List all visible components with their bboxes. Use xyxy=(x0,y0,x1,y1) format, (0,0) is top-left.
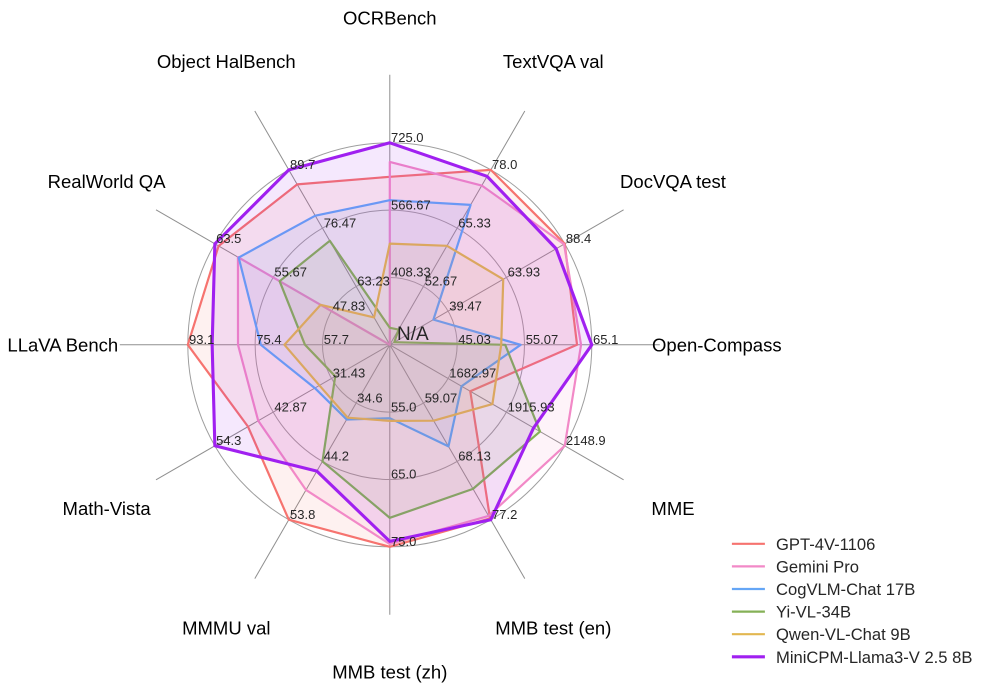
svg-text:42.87: 42.87 xyxy=(274,399,307,414)
svg-text:LLaVA Bench: LLaVA Bench xyxy=(7,334,118,355)
svg-text:68.13: 68.13 xyxy=(458,449,491,464)
svg-text:47.83: 47.83 xyxy=(333,298,366,313)
svg-text:44.2: 44.2 xyxy=(324,449,349,464)
svg-text:CogVLM-Chat 17B: CogVLM-Chat 17B xyxy=(776,580,915,599)
svg-text:53.8: 53.8 xyxy=(290,507,315,522)
svg-text:TextVQA val: TextVQA val xyxy=(503,51,604,72)
svg-text:52.67: 52.67 xyxy=(425,274,458,289)
svg-text:MMMU val: MMMU val xyxy=(182,618,270,639)
svg-text:725.0: 725.0 xyxy=(391,130,424,145)
svg-text:MMB test (en): MMB test (en) xyxy=(495,618,611,639)
svg-text:RealWorld QA: RealWorld QA xyxy=(48,171,167,192)
svg-text:65.1: 65.1 xyxy=(593,332,618,347)
svg-text:Math-Vista: Math-Vista xyxy=(63,498,152,519)
svg-text:DocVQA test: DocVQA test xyxy=(620,171,726,192)
svg-text:39.47: 39.47 xyxy=(449,298,482,313)
svg-text:88.4: 88.4 xyxy=(566,231,591,246)
svg-text:54.3: 54.3 xyxy=(216,433,241,448)
svg-text:31.43: 31.43 xyxy=(333,366,366,381)
svg-text:Open-Compass: Open-Compass xyxy=(652,334,782,355)
svg-text:57.7: 57.7 xyxy=(324,332,349,347)
svg-text:78.0: 78.0 xyxy=(492,157,517,172)
svg-text:55.67: 55.67 xyxy=(274,265,307,280)
svg-text:Yi-VL-34B: Yi-VL-34B xyxy=(776,603,851,622)
svg-text:77.2: 77.2 xyxy=(492,507,517,522)
svg-text:45.03: 45.03 xyxy=(458,332,491,347)
svg-text:GPT-4V-1106: GPT-4V-1106 xyxy=(776,535,875,554)
svg-text:65.33: 65.33 xyxy=(458,215,491,230)
svg-text:63.93: 63.93 xyxy=(508,265,541,280)
svg-text:75.4: 75.4 xyxy=(256,332,281,347)
svg-text:55.07: 55.07 xyxy=(526,332,559,347)
svg-text:OCRBench: OCRBench xyxy=(343,7,437,28)
svg-text:MMB test (zh): MMB test (zh) xyxy=(332,661,447,682)
svg-text:34.6: 34.6 xyxy=(357,390,382,405)
svg-text:63.23: 63.23 xyxy=(357,274,390,289)
svg-text:65.0: 65.0 xyxy=(391,467,416,482)
svg-text:89.7: 89.7 xyxy=(290,157,315,172)
svg-text:408.33: 408.33 xyxy=(391,265,431,280)
svg-text:76.47: 76.47 xyxy=(324,215,357,230)
svg-text:93.1: 93.1 xyxy=(189,332,214,347)
svg-text:55.0: 55.0 xyxy=(391,399,416,414)
svg-text:75.0: 75.0 xyxy=(391,534,416,549)
svg-text:59.07: 59.07 xyxy=(425,390,458,405)
svg-text:2148.9: 2148.9 xyxy=(566,433,606,448)
svg-text:1682.97: 1682.97 xyxy=(449,366,496,381)
svg-text:N/A: N/A xyxy=(397,324,429,345)
svg-text:Qwen-VL-Chat 9B: Qwen-VL-Chat 9B xyxy=(776,625,911,644)
svg-text:Gemini Pro: Gemini Pro xyxy=(776,557,859,576)
svg-text:566.67: 566.67 xyxy=(391,197,431,212)
svg-text:63.5: 63.5 xyxy=(216,231,241,246)
svg-text:MME: MME xyxy=(651,498,694,519)
svg-text:Object HalBench: Object HalBench xyxy=(157,51,296,72)
svg-text:MiniCPM-Llama3-V 2.5 8B: MiniCPM-Llama3-V 2.5 8B xyxy=(776,648,972,667)
svg-text:1915.93: 1915.93 xyxy=(508,399,555,414)
